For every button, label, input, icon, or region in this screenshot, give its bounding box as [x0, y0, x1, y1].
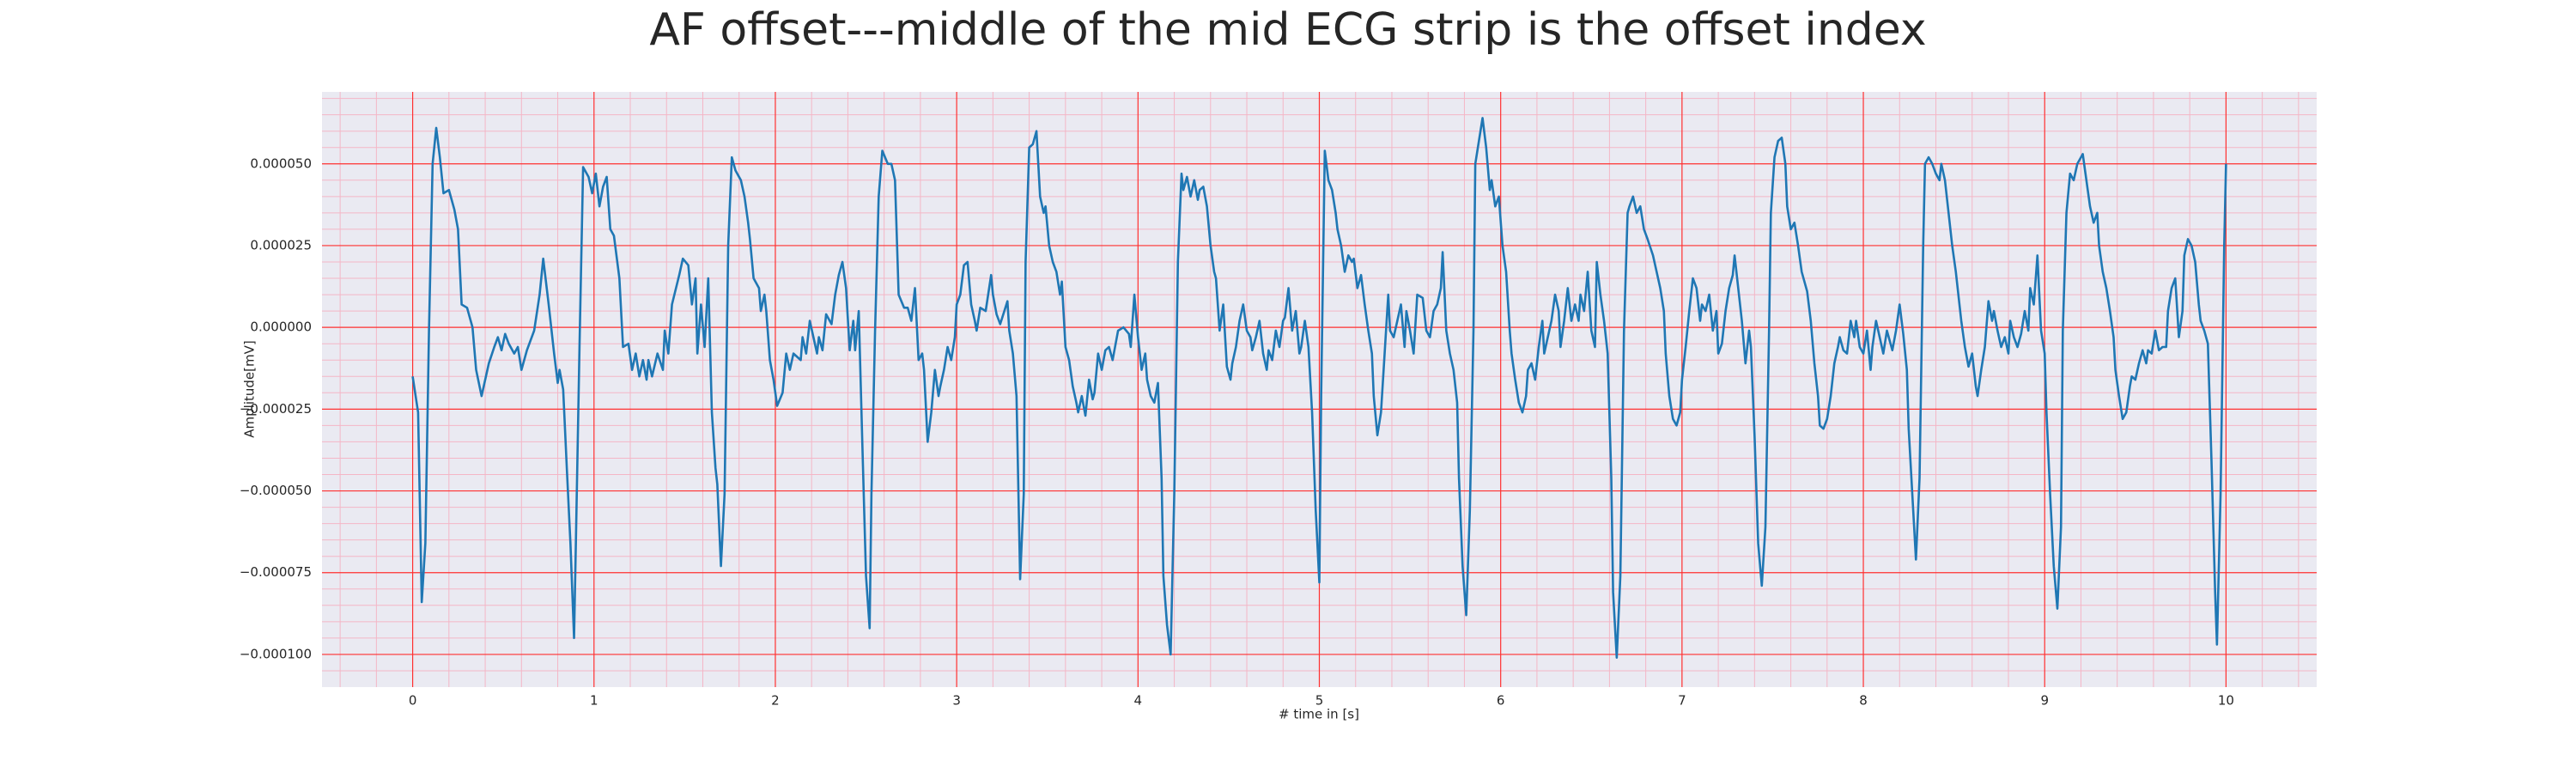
- plot-lines: [411, 117, 2227, 660]
- chart-title: AF offset---middle of the mid ECG strip …: [649, 4, 1926, 56]
- y-tick-label: −0.000075: [240, 564, 312, 580]
- x-tick-label: 10: [2218, 693, 2234, 709]
- x-tick-label: 2: [771, 693, 780, 709]
- x-tick-label: 1: [590, 693, 598, 709]
- y-tick-label: 0.000025: [250, 237, 312, 253]
- x-tick-label: 5: [1315, 693, 1324, 709]
- y-tick-label: 0.000050: [250, 155, 312, 171]
- x-tick-label: 9: [2040, 693, 2049, 709]
- x-tick-label: 0: [409, 693, 417, 709]
- x-axis-label: # time in [s]: [1279, 707, 1359, 722]
- labels: 0 1 2 3 4 5 6 7 8 9 10 −0.000100 −0.000075 −0.000050 −…: [240, 155, 2234, 708]
- ecg-line: [411, 117, 2227, 660]
- x-tick-label: 8: [1859, 693, 1868, 709]
- y-tick-label: −0.000100: [240, 646, 312, 661]
- x-tick-label: 7: [1678, 693, 1686, 709]
- x-tick-label: 3: [952, 693, 961, 709]
- y-tick-label: −0.000050: [240, 483, 312, 498]
- y-axis-label: Amplitude[mV]: [242, 340, 258, 437]
- x-tick-label: 6: [1497, 693, 1505, 709]
- x-tick-label: 4: [1134, 693, 1143, 709]
- y-tick-label: −0.000025: [240, 401, 312, 417]
- y-tick-label: 0.000000: [250, 320, 312, 335]
